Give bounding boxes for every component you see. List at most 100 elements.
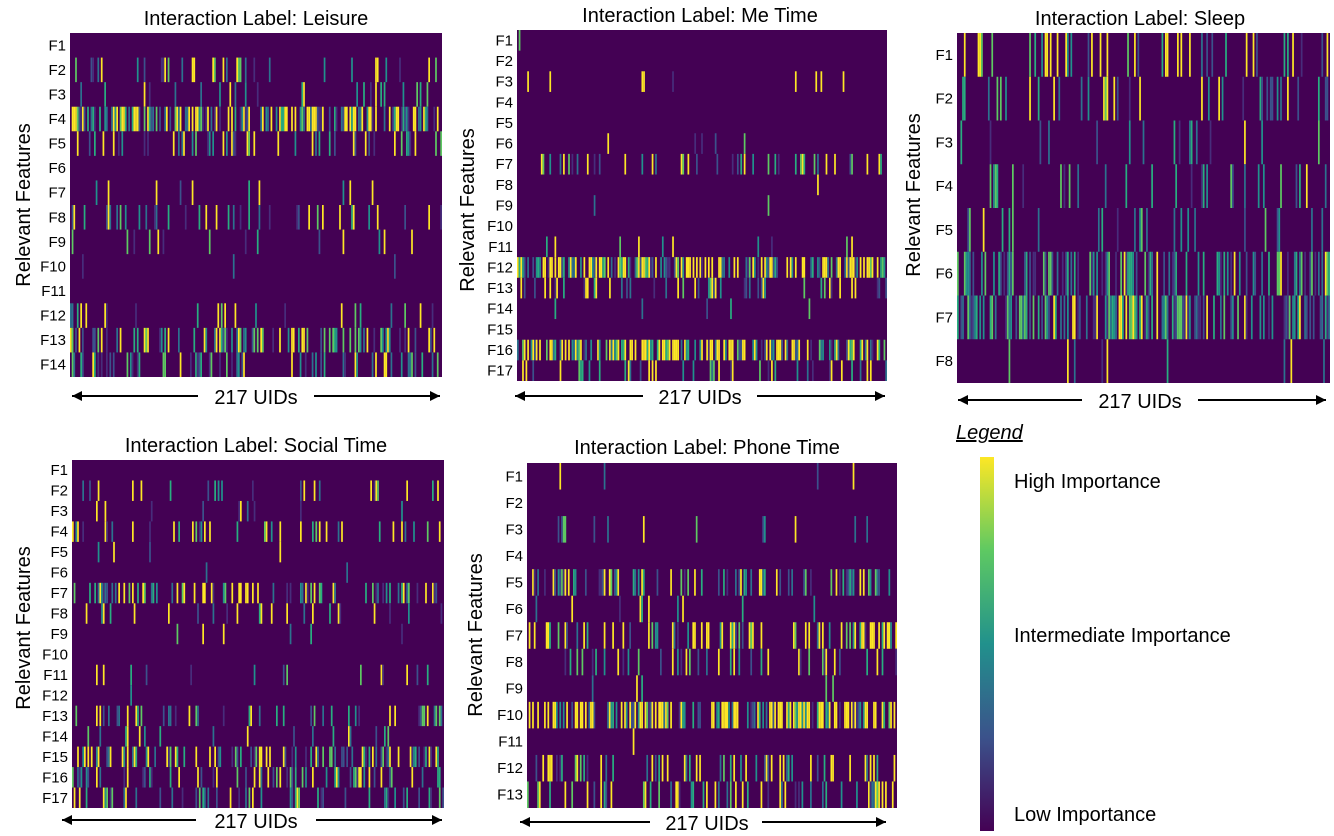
heatmap-cell [801, 781, 804, 808]
heatmap-cell [839, 569, 841, 596]
heatmap-cell [776, 257, 778, 278]
heatmap-cell [817, 153, 819, 175]
heatmap-cell [772, 701, 775, 729]
heatmap-cell [147, 106, 149, 132]
heatmap-cell [313, 582, 316, 604]
heatmap-cell [779, 701, 782, 729]
heatmap-cell [1146, 208, 1148, 252]
heatmap-cell [224, 582, 227, 604]
heatmap-cell [554, 339, 557, 361]
heatmap-cell [671, 648, 674, 676]
heatmap-cell [1201, 33, 1203, 77]
heatmap-cell [818, 622, 821, 649]
heatmap-cell [1142, 120, 1145, 165]
heatmap-cell [866, 516, 869, 543]
heatmap-cell [786, 257, 789, 278]
heatmap-cell [106, 582, 108, 604]
heatmap-cell [260, 767, 263, 788]
heatmap-cell [716, 701, 718, 729]
heatmap-cell [654, 622, 657, 649]
heatmap-cell [522, 339, 524, 361]
heatmap-cell [109, 746, 112, 768]
heatmap-cell [1022, 295, 1025, 340]
heatmap-cell [252, 787, 254, 808]
heatmap-cell [655, 360, 657, 381]
heatmap-cell [164, 106, 166, 132]
heatmap-cell [245, 582, 247, 604]
heatmap-cell [852, 622, 855, 649]
heatmap-cell [148, 82, 151, 107]
heatmap-cell [825, 648, 828, 676]
heatmap-cell [883, 622, 886, 649]
heatmap-cell [846, 257, 848, 278]
heatmap-cell [564, 569, 567, 596]
heatmap-cell [1180, 208, 1183, 252]
heatmap-cell [1073, 295, 1076, 340]
heatmap-cell [1144, 295, 1147, 340]
heatmap-cell [104, 106, 106, 132]
heatmap-cell [656, 622, 659, 649]
heatmap-cell [435, 57, 437, 83]
heatmap-cell [591, 701, 594, 729]
heatmap-cell [1029, 33, 1031, 77]
heatmap-cell [150, 582, 153, 604]
heatmap-cell [1101, 251, 1104, 296]
y-tick-label: F1 [495, 32, 513, 49]
heatmap-cell [409, 746, 412, 768]
heatmap-cell [125, 726, 127, 747]
heatmap-cell [568, 339, 570, 361]
heatmap-cell [876, 754, 879, 782]
heatmap-cell [636, 675, 638, 702]
heatmap-cell [1312, 295, 1315, 340]
heatmap-cell [764, 277, 766, 299]
heatmap-cell [825, 153, 828, 175]
heatmap-cell [376, 57, 379, 83]
heatmap-cell [116, 327, 118, 353]
heatmap-cell [407, 106, 410, 132]
heatmap-cell [89, 582, 91, 604]
heatmap-cell [1147, 295, 1150, 340]
heatmap-cell [1244, 295, 1246, 340]
heatmap-cell [438, 787, 441, 808]
heatmap-cell [658, 781, 660, 808]
heatmap-cell [760, 781, 763, 808]
heatmap-cell [655, 153, 657, 175]
heatmap-cell [1058, 76, 1061, 121]
heatmap-cell [1166, 33, 1169, 77]
y-tick-label: F11 [41, 283, 66, 300]
heatmap-cell [341, 521, 343, 542]
heatmap-cell [313, 106, 316, 132]
heatmap-cell [673, 622, 676, 649]
heatmap-cell [342, 352, 345, 377]
heatmap-cell [1175, 251, 1178, 296]
heatmap-cell [707, 339, 710, 361]
heatmap-cell [1189, 295, 1191, 340]
heatmap-cell [270, 106, 273, 132]
heatmap-cell [1300, 251, 1303, 296]
heatmap-cell [692, 701, 695, 729]
heatmap-cell [277, 131, 280, 156]
heatmap-cell [856, 701, 858, 729]
heatmap-cell [885, 781, 887, 808]
heatmap-cell [292, 327, 295, 353]
heatmap-cell [1309, 295, 1312, 340]
heatmap-cell [116, 705, 119, 727]
heatmap-cell [563, 257, 565, 278]
heatmap-cell [282, 746, 285, 768]
heatmap-cell [1109, 295, 1112, 340]
heatmap-cell [1048, 295, 1050, 340]
heatmap-cell [1225, 33, 1227, 77]
heatmap-cell [562, 516, 565, 543]
heatmap-cell [717, 569, 720, 596]
heatmap-cell [1189, 120, 1191, 165]
heatmap-cell [154, 746, 156, 768]
heatmap-cell [716, 339, 719, 361]
heatmap-cell [878, 277, 881, 299]
heatmap-cell [733, 622, 736, 649]
heatmap-cell [818, 257, 821, 278]
heatmap-cell [104, 787, 107, 808]
heatmap-cell [593, 277, 596, 299]
heatmap-cell [318, 106, 321, 132]
heatmap-cell [568, 153, 570, 175]
heatmap-cell [373, 767, 376, 788]
